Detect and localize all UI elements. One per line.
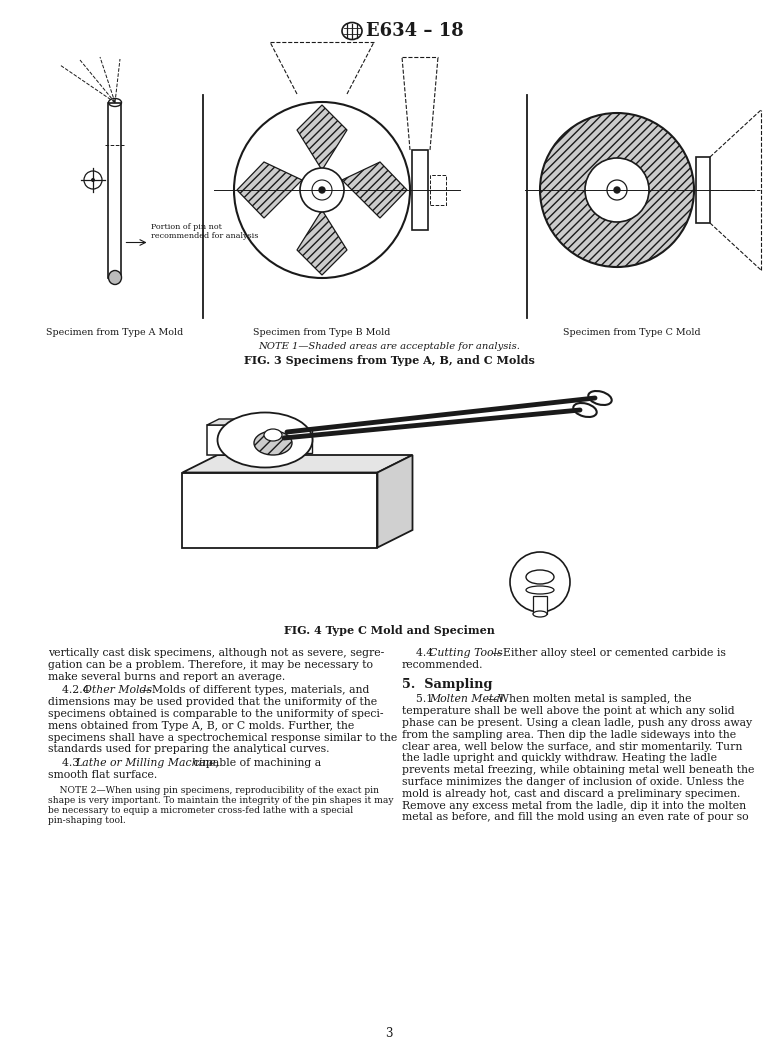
Text: from the sampling area. Then dip the ladle sideways into the: from the sampling area. Then dip the lad… <box>402 730 736 740</box>
Text: 4.2.4: 4.2.4 <box>48 685 93 695</box>
Ellipse shape <box>588 391 612 405</box>
Text: E634 – 18: E634 – 18 <box>366 22 464 40</box>
Bar <box>207 425 243 455</box>
Text: specimens shall have a spectrochemical response similar to the: specimens shall have a spectrochemical r… <box>48 733 398 742</box>
Text: Other Molds: Other Molds <box>83 685 152 695</box>
Ellipse shape <box>573 403 597 417</box>
Text: standards used for preparing the analytical curves.: standards used for preparing the analyti… <box>48 744 330 755</box>
Circle shape <box>510 552 570 612</box>
Text: Remove any excess metal from the ladle, dip it into the molten: Remove any excess metal from the ladle, … <box>402 801 746 811</box>
Text: the ladle upright and quickly withdraw. Heating the ladle: the ladle upright and quickly withdraw. … <box>402 754 717 763</box>
Text: specimens obtained is comparable to the uniformity of speci-: specimens obtained is comparable to the … <box>48 709 384 719</box>
Text: capable of machining a: capable of machining a <box>190 758 321 768</box>
Polygon shape <box>297 210 347 275</box>
Text: phase can be present. Using a clean ladle, push any dross away: phase can be present. Using a clean ladl… <box>402 718 752 728</box>
Text: vertically cast disk specimens, although not as severe, segre-: vertically cast disk specimens, although… <box>48 648 384 658</box>
Text: make several burns and report an average.: make several burns and report an average… <box>48 671 286 682</box>
Text: shape is very important. To maintain the integrity of the pin shapes it may: shape is very important. To maintain the… <box>48 796 394 805</box>
Bar <box>288 428 312 453</box>
Text: 4.4: 4.4 <box>402 648 436 658</box>
Text: Cutting Tools: Cutting Tools <box>429 648 503 658</box>
Text: FIG. 4 Type C Mold and Specimen: FIG. 4 Type C Mold and Specimen <box>283 625 495 636</box>
Text: mold is already hot, cast and discard a preliminary specimen.: mold is already hot, cast and discard a … <box>402 789 741 798</box>
Text: —When molten metal is sampled, the: —When molten metal is sampled, the <box>487 694 692 705</box>
Ellipse shape <box>264 429 282 441</box>
Ellipse shape <box>108 271 121 284</box>
Text: be necessary to equip a micrometer cross-fed lathe with a special: be necessary to equip a micrometer cross… <box>48 806 353 815</box>
Text: 4.3: 4.3 <box>48 758 82 768</box>
Polygon shape <box>183 455 412 473</box>
Text: 3: 3 <box>385 1027 393 1040</box>
Circle shape <box>312 180 332 200</box>
Text: recommended.: recommended. <box>402 660 483 669</box>
Text: pin-shaping tool.: pin-shaping tool. <box>48 816 126 826</box>
Bar <box>412 150 428 230</box>
Ellipse shape <box>254 431 292 455</box>
Text: gation can be a problem. Therefore, it may be necessary to: gation can be a problem. Therefore, it m… <box>48 660 373 669</box>
Text: Portion of pin not
recommended for analysis: Portion of pin not recommended for analy… <box>152 224 259 240</box>
Polygon shape <box>237 162 302 218</box>
Polygon shape <box>183 473 377 548</box>
Text: 5.  Sampling: 5. Sampling <box>402 678 492 690</box>
Text: NOTE 1—Shaded areas are acceptable for analysis.: NOTE 1—Shaded areas are acceptable for a… <box>258 342 520 351</box>
Text: NOTE 2—When using pin specimens, reproducibility of the exact pin: NOTE 2—When using pin specimens, reprodu… <box>48 786 379 794</box>
Text: clear area, well below the surface, and stir momentarily. Turn: clear area, well below the surface, and … <box>402 741 742 752</box>
Circle shape <box>91 178 95 182</box>
Text: mens obtained from Type A, B, or C molds. Further, the: mens obtained from Type A, B, or C molds… <box>48 720 354 731</box>
Text: Specimen from Type C Mold: Specimen from Type C Mold <box>563 328 701 337</box>
Ellipse shape <box>342 23 362 40</box>
Text: temperature shall be well above the point at which any solid: temperature shall be well above the poin… <box>402 706 734 716</box>
Circle shape <box>614 187 620 193</box>
Text: —Molds of different types, materials, and: —Molds of different types, materials, an… <box>141 685 370 695</box>
Polygon shape <box>377 455 412 548</box>
Ellipse shape <box>526 586 554 594</box>
Circle shape <box>300 168 344 212</box>
Text: Specimen from Type B Mold: Specimen from Type B Mold <box>254 328 391 337</box>
Text: Molten Metal: Molten Metal <box>429 694 503 705</box>
Text: prevents metal freezing, while obtaining metal well beneath the: prevents metal freezing, while obtaining… <box>402 765 755 776</box>
Circle shape <box>319 187 325 193</box>
Ellipse shape <box>533 611 547 617</box>
Text: Lathe or Milling Machine,: Lathe or Milling Machine, <box>75 758 219 768</box>
Polygon shape <box>207 418 255 425</box>
Text: metal as before, and fill the mold using an even rate of pour so: metal as before, and fill the mold using… <box>402 812 748 822</box>
Text: dimensions may be used provided that the uniformity of the: dimensions may be used provided that the… <box>48 697 377 707</box>
Polygon shape <box>297 105 347 170</box>
Text: smooth flat surface.: smooth flat surface. <box>48 770 157 780</box>
Text: FIG. 3 Specimens from Type A, B, and C Molds: FIG. 3 Specimens from Type A, B, and C M… <box>244 355 534 366</box>
Circle shape <box>585 158 649 222</box>
Ellipse shape <box>526 570 554 584</box>
Text: Specimen from Type A Mold: Specimen from Type A Mold <box>47 328 184 337</box>
Circle shape <box>234 102 410 278</box>
Bar <box>696 157 710 223</box>
Circle shape <box>540 113 694 266</box>
Text: 5.1: 5.1 <box>402 694 436 705</box>
Text: —Either alloy steel or cemented carbide is: —Either alloy steel or cemented carbide … <box>492 648 726 658</box>
Text: surface minimizes the danger of inclusion of oxide. Unless the: surface minimizes the danger of inclusio… <box>402 777 745 787</box>
Polygon shape <box>342 162 407 218</box>
Bar <box>108 102 121 278</box>
Ellipse shape <box>218 412 313 467</box>
Circle shape <box>607 180 627 200</box>
Bar <box>533 596 547 614</box>
